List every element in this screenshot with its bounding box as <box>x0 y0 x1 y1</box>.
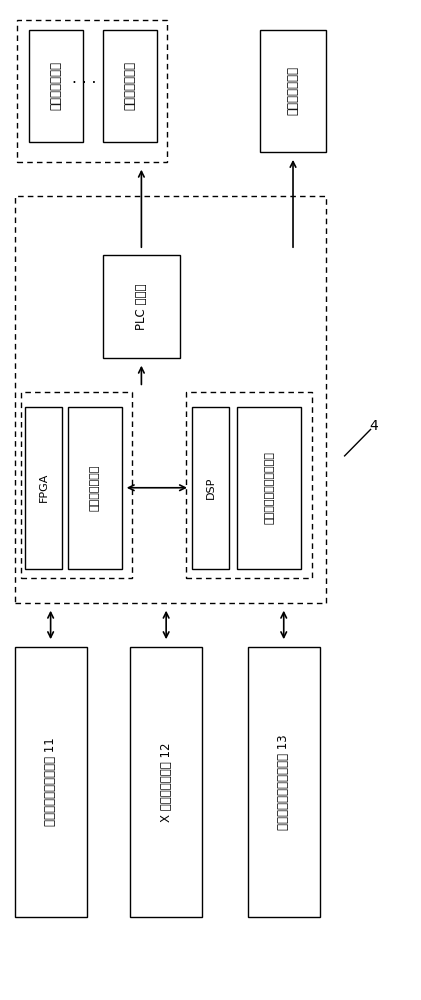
Text: X 射线检测子模块 12: X 射线检测子模块 12 <box>160 742 173 822</box>
Bar <box>103 255 180 358</box>
Bar <box>237 407 301 569</box>
Bar <box>186 392 312 578</box>
Bar <box>25 407 62 569</box>
Bar <box>248 647 320 916</box>
Text: FPGA: FPGA <box>38 473 48 502</box>
Bar <box>16 20 167 162</box>
Text: 高压气泵的阀门: 高压气泵的阀门 <box>49 61 62 110</box>
Bar <box>103 30 157 142</box>
Bar <box>192 407 229 569</box>
Text: 高压气泵的阀门: 高压气泵的阀门 <box>123 61 136 110</box>
Bar <box>29 30 83 142</box>
Text: 融合算法信号处理与分析: 融合算法信号处理与分析 <box>264 451 274 524</box>
Bar <box>68 407 122 569</box>
Text: PLC 控制器: PLC 控制器 <box>135 283 148 330</box>
Bar <box>15 196 326 603</box>
Text: DSP: DSP <box>205 477 216 499</box>
Text: 近红外光谱检测子模块 11: 近红外光谱检测子模块 11 <box>44 737 57 826</box>
Text: 通用物理特性检测子模块 13: 通用物理特性检测子模块 13 <box>277 734 290 830</box>
Text: 传送带伺服电机: 传送带伺服电机 <box>287 66 299 115</box>
Bar <box>21 392 132 578</box>
Text: 多通道信号采集: 多通道信号采集 <box>90 465 100 511</box>
Bar <box>260 30 326 152</box>
Text: · · ·: · · · <box>72 76 97 91</box>
Text: 4: 4 <box>369 420 378 434</box>
Bar <box>15 647 87 916</box>
Bar <box>130 647 202 916</box>
